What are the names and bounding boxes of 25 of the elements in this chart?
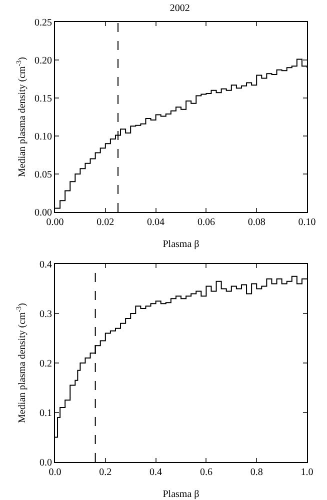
x-axis-title: Plasma β (162, 239, 200, 250)
x-tick-label: 0.0 (48, 467, 62, 478)
y-tick-label: 0.25 (34, 18, 52, 28)
y-tick-label: 0.05 (34, 170, 52, 180)
x-tick-label: 0.02 (96, 217, 114, 228)
x-axis-title: Plasma β (162, 489, 200, 500)
y-tick-label: 0.1 (40, 408, 52, 419)
x-tick-label: 0.06 (197, 217, 215, 228)
y-tick-label: 0.20 (34, 56, 52, 66)
x-tick-label: 0.8 (250, 467, 263, 478)
y-tick-label: 0.00 (34, 208, 52, 218)
y-tick-label: 0.0 (40, 458, 52, 468)
y-tick-label: 0.10 (34, 132, 52, 142)
chart-title: 2002 (170, 2, 190, 14)
y-tick-label: 0.4 (40, 260, 52, 270)
x-tick-label: 0.4 (150, 467, 162, 478)
y-tick-label: 0.15 (34, 94, 52, 104)
y-tick-label: 0.3 (40, 309, 52, 320)
x-tick-label: 0.08 (248, 217, 266, 228)
x-tick-label: 0.6 (200, 467, 212, 478)
y-tick-label: 0.2 (40, 358, 52, 370)
x-tick-label: 0.10 (298, 217, 316, 228)
x-tick-label: 0.2 (99, 467, 112, 478)
x-tick-label: 0.04 (147, 217, 165, 228)
x-tick-label: 1.0 (300, 467, 314, 478)
